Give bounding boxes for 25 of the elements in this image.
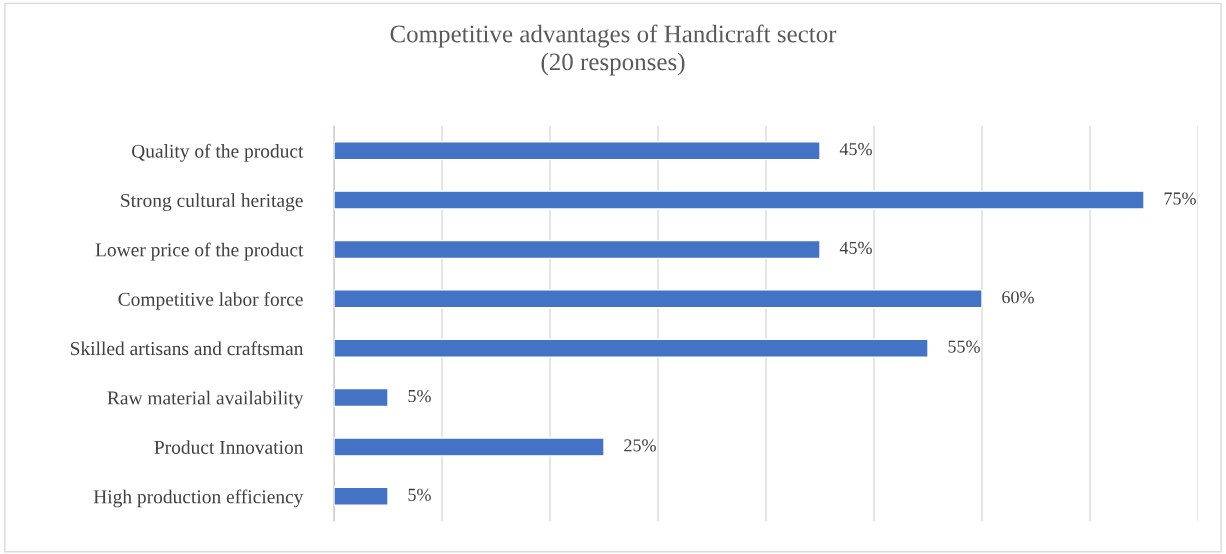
y-tick-label: Skilled artisans and craftsman <box>70 341 304 356</box>
data-label: 55% <box>948 340 980 353</box>
bar <box>334 289 983 309</box>
data-label: 5% <box>408 488 431 501</box>
bar <box>334 239 821 260</box>
bar <box>334 486 389 506</box>
y-tick-label: Product Innovation <box>154 440 304 454</box>
data-label: 25% <box>624 439 656 452</box>
y-tick-label: Quality of the product <box>131 143 304 162</box>
data-label: 75% <box>1164 192 1196 205</box>
data-label: 45% <box>839 143 872 156</box>
data-label: 60% <box>1002 291 1034 304</box>
y-tick-label: Lower price of the product <box>95 242 304 261</box>
bar <box>334 338 929 358</box>
y-tick-label: Strong cultural heritage <box>121 193 303 211</box>
bar <box>334 141 821 161</box>
bar <box>334 387 389 408</box>
data-label: 5% <box>408 389 431 403</box>
y-tick-label: Raw material availability <box>107 390 304 409</box>
y-tick-label: High production efficiency <box>93 489 304 508</box>
data-label: 45% <box>839 241 872 255</box>
chart-title: Competitive advantages of Handicraft sector (20 responses) <box>390 24 837 76</box>
bar <box>334 437 605 457</box>
y-tick-label: Competitive labor force <box>118 291 303 310</box>
bar <box>334 190 1145 210</box>
